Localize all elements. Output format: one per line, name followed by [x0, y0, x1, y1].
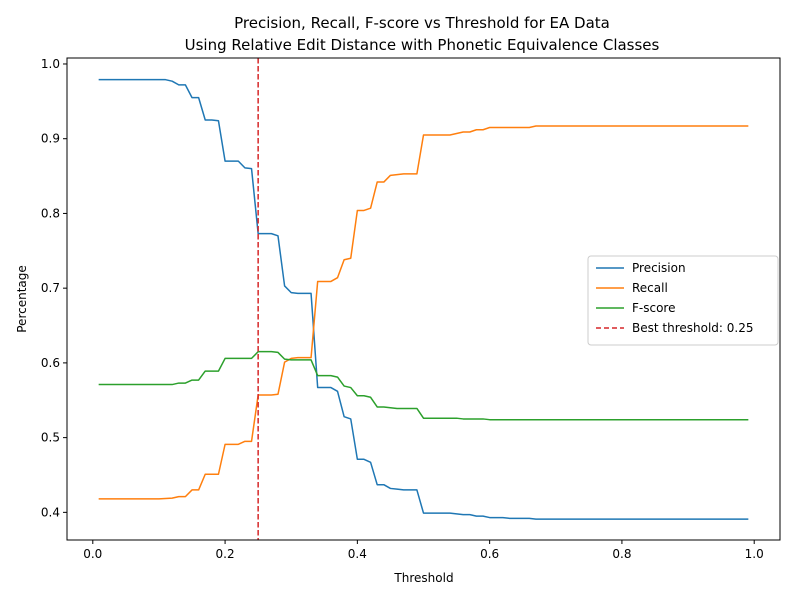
y-axis-ticks: 0.4 0.5 0.6 0.7 0.8 0.9 1.0	[41, 57, 67, 519]
legend-box	[587, 255, 779, 346]
x-axis-label: Threshold	[393, 571, 453, 585]
chart-title: Precision, Recall, F-score vs Threshold …	[234, 14, 610, 32]
legend-label-precision: Precision	[632, 261, 686, 275]
series-line-f-score	[98, 350, 749, 421]
y-tick-label: 0.6	[41, 356, 60, 370]
y-tick-label: 1.0	[41, 57, 60, 71]
legend-label-recall: Recall	[632, 281, 668, 295]
y-tick-label: 0.9	[41, 132, 60, 146]
x-tick-label: 0.8	[612, 547, 631, 561]
x-tick-label: 0.6	[480, 547, 499, 561]
y-axis-label: Percentage	[15, 265, 29, 333]
x-tick-label: 0.2	[216, 547, 235, 561]
y-tick-label: 0.7	[41, 281, 60, 295]
plot-frame	[66, 57, 781, 541]
x-tick-label: 1.0	[745, 547, 764, 561]
chart-subtitle: Using Relative Edit Distance with Phonet…	[185, 36, 660, 54]
legend: Precision Recall F-score Best threshold:…	[587, 255, 779, 346]
y-tick-label: 0.4	[41, 505, 60, 519]
series-line-recall	[98, 125, 749, 500]
y-tick-label: 0.5	[41, 431, 60, 445]
plot-area	[98, 58, 749, 540]
x-tick-label: 0.0	[83, 547, 102, 561]
x-axis-ticks: 0.0 0.2 0.4 0.6 0.8 1.0	[83, 540, 764, 561]
legend-label-threshold: Best threshold: 0.25	[632, 321, 753, 335]
legend-label-fscore: F-score	[632, 301, 675, 315]
x-tick-label: 0.4	[348, 547, 367, 561]
y-tick-label: 0.8	[41, 206, 60, 220]
series-line-precision	[98, 78, 749, 520]
